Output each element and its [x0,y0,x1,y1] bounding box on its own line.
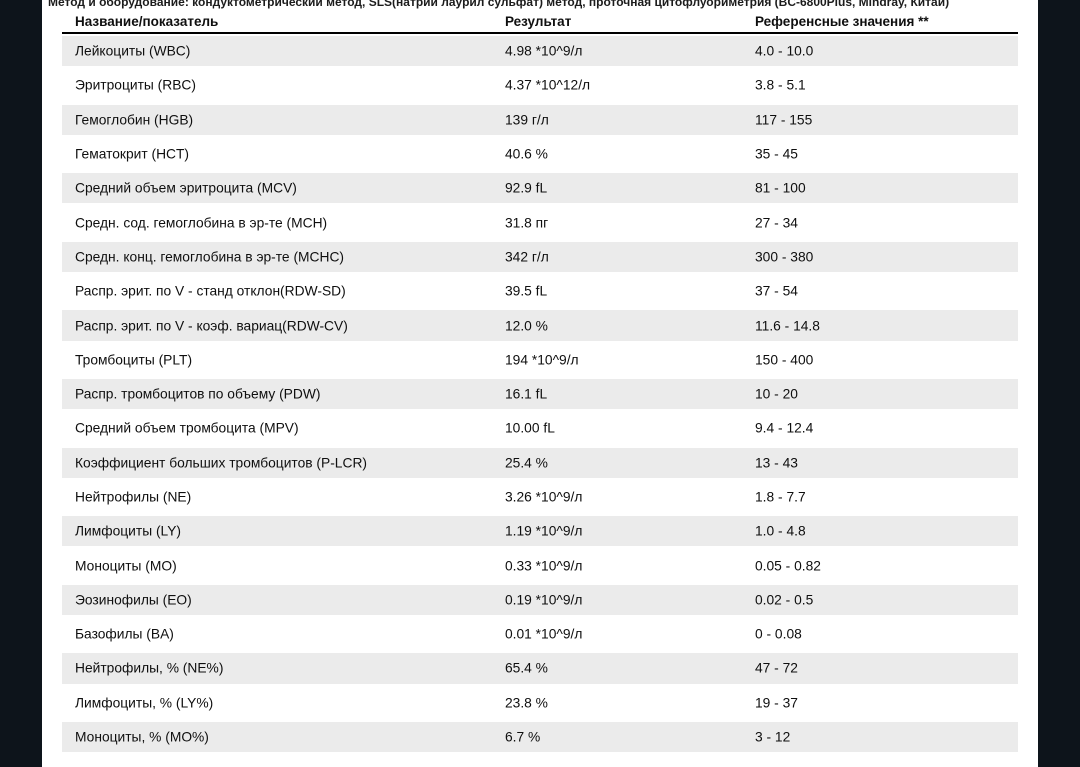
table-row: Средн. сод. гемоглобина в эр-те (MCH) 31… [62,205,1018,239]
row-reference-cell: 81 - 100 [755,180,806,196]
table-row: Нейтрофилы (NE) 3.26 *10^9/л 1.8 - 7.7 [62,480,1018,514]
row-name-cell: Средн. конц. гемоглобина в эр-те (MCHC) [75,249,345,265]
table-row: Эритроциты (RBC) 4.37 *10^12/л 3.8 - 5.1 [62,68,1018,102]
row-reference-cell: 4.0 - 10.0 [755,43,814,59]
table-row: Тромбоциты (PLT) 194 *10^9/л 150 - 400 [62,343,1018,377]
table-row: Средн. конц. гемоглобина в эр-те (MCHC) … [62,240,1018,274]
row-result-cell: 0.19 *10^9/л [505,592,583,608]
row-name-cell: Средн. сод. гемоглобина в эр-те (MCH) [75,215,328,231]
column-header-name: Название/показатель [75,14,219,29]
row-reference-cell: 0 - 0.08 [755,626,802,642]
table-row: Гемоглобин (HGB) 139 г/л 117 - 155 [62,103,1018,137]
row-reference-cell: 27 - 34 [755,215,798,231]
row-result-cell: 39.5 fL [505,283,548,299]
row-reference-cell: 13 - 43 [755,455,798,471]
table-row: Моноциты, % (MO%) 6.7 % 3 - 12 [62,720,1018,754]
row-reference-cell: 10 - 20 [755,386,798,402]
table-row: Моноциты (MO) 0.33 *10^9/л 0.05 - 0.82 [62,548,1018,582]
row-result-cell: 4.37 *10^12/л [505,77,591,93]
lab-table-body: Лейкоциты (WBC) 4.98 *10^9/л 4.0 - 10.0 … [62,34,1018,754]
row-result-cell: 65.4 % [505,660,548,676]
lab-table-header: Название/показатель Результат Референсны… [62,13,1018,34]
lab-report-page: Метод и оборудование: кондуктометрически… [42,0,1038,767]
table-row: Средний объем эритроцита (MCV) 92.9 fL 8… [62,171,1018,205]
row-reference-cell: 3.8 - 5.1 [755,77,806,93]
row-result-cell: 342 г/л [505,249,549,265]
row-result-cell: 6.7 % [505,729,541,745]
row-name-cell: Средний объем эритроцита (MCV) [75,180,297,196]
row-name-cell: Базофилы (BA) [75,626,174,642]
row-name-cell: Лейкоциты (WBC) [75,43,191,59]
row-result-cell: 92.9 fL [505,180,548,196]
row-name-cell: Средний объем тромбоцита (MPV) [75,420,299,436]
row-result-cell: 3.26 *10^9/л [505,489,583,505]
column-header-result: Результат [505,14,572,29]
row-name-cell: Лимфоциты, % (LY%) [75,695,214,711]
row-result-cell: 139 г/л [505,112,549,128]
row-reference-cell: 0.05 - 0.82 [755,558,821,574]
table-row: Коэффициент больших тромбоцитов (P-LCR) … [62,446,1018,480]
row-name-cell: Нейтрофилы (NE) [75,489,192,505]
row-result-cell: 10.00 fL [505,420,555,436]
row-name-cell: Коэффициент больших тромбоцитов (P-LCR) [75,455,367,471]
row-reference-cell: 11.6 - 14.8 [755,318,820,334]
row-result-cell: 12.0 % [505,318,548,334]
table-row: Лимфоциты, % (LY%) 23.8 % 19 - 37 [62,686,1018,720]
row-result-cell: 0.33 *10^9/л [505,558,583,574]
row-reference-cell: 9.4 - 12.4 [755,420,814,436]
row-name-cell: Гематокрит (HCT) [75,146,190,162]
row-result-cell: 31.8 пг [505,215,549,231]
row-reference-cell: 117 - 155 [755,112,813,128]
row-reference-cell: 1.8 - 7.7 [755,489,806,505]
row-reference-cell: 37 - 54 [755,283,798,299]
table-row: Распр. тромбоцитов по объему (PDW) 16.1 … [62,377,1018,411]
table-row: Гематокрит (HCT) 40.6 % 35 - 45 [62,137,1018,171]
row-name-cell: Тромбоциты (PLT) [75,352,193,368]
row-result-cell: 1.19 *10^9/л [505,523,583,539]
table-row: Нейтрофилы, % (NE%) 65.4 % 47 - 72 [62,651,1018,685]
table-row: Лимфоциты (LY) 1.19 *10^9/л 1.0 - 4.8 [62,514,1018,548]
row-reference-cell: 0.02 - 0.5 [755,592,814,608]
row-name-cell: Моноциты (MO) [75,558,177,574]
row-name-cell: Эозинофилы (EO) [75,592,192,608]
row-name-cell: Распр. эрит. по V - коэф. вариац(RDW-CV) [75,318,348,334]
row-name-cell: Распр. эрит. по V - станд отклон(RDW-SD) [75,283,346,299]
row-reference-cell: 47 - 72 [755,660,798,676]
table-row: Базофилы (BA) 0.01 *10^9/л 0 - 0.08 [62,617,1018,651]
table-row: Лейкоциты (WBC) 4.98 *10^9/л 4.0 - 10.0 [62,34,1018,68]
table-row: Средний объем тромбоцита (MPV) 10.00 fL … [62,411,1018,445]
table-row: Распр. эрит. по V - станд отклон(RDW-SD)… [62,274,1018,308]
row-reference-cell: 1.0 - 4.8 [755,523,806,539]
method-equipment-line: Метод и оборудование: кондуктометрически… [48,0,950,9]
row-reference-cell: 300 - 380 [755,249,814,265]
table-row: Эозинофилы (EO) 0.19 *10^9/л 0.02 - 0.5 [62,583,1018,617]
row-result-cell: 16.1 fL [505,386,548,402]
row-reference-cell: 150 - 400 [755,352,814,368]
row-reference-cell: 3 - 12 [755,729,791,745]
row-result-cell: 194 *10^9/л [505,352,579,368]
row-result-cell: 25.4 % [505,455,548,471]
row-result-cell: 4.98 *10^9/л [505,43,583,59]
row-name-cell: Эритроциты (RBC) [75,77,196,93]
row-name-cell: Лимфоциты (LY) [75,523,181,539]
row-result-cell: 23.8 % [505,695,548,711]
row-result-cell: 40.6 % [505,146,548,162]
row-name-cell: Гемоглобин (HGB) [75,112,194,128]
row-reference-cell: 35 - 45 [755,146,798,162]
row-result-cell: 0.01 *10^9/л [505,626,583,642]
row-name-cell: Распр. тромбоцитов по объему (PDW) [75,386,321,402]
row-name-cell: Моноциты, % (MO%) [75,729,209,745]
column-header-reference: Референсные значения ** [755,14,929,29]
row-name-cell: Нейтрофилы, % (NE%) [75,660,224,676]
table-row: Распр. эрит. по V - коэф. вариац(RDW-CV)… [62,308,1018,342]
row-reference-cell: 19 - 37 [755,695,798,711]
